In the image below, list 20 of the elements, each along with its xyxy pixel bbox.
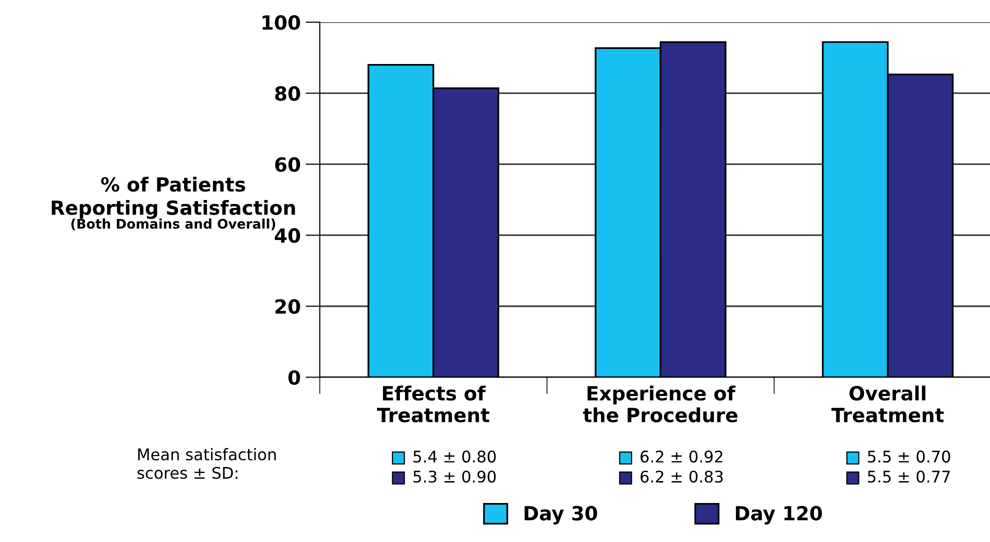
y-tick-label: 60 [275, 157, 300, 172]
text: 5.3 ± 0.90 [414, 470, 496, 483]
legend-label: Day 120 [736, 506, 822, 524]
y-tick-label: 0 [288, 370, 300, 385]
x-tick-label: Effects of Treatment [377, 386, 490, 422]
y-axis-title: % of Patients Reporting Satisfaction [52, 176, 295, 219]
y-tick-label: 100 [262, 15, 300, 30]
y-tick-label: 40 [274, 228, 300, 243]
text: 5.4 ± 0.80 [414, 450, 496, 463]
legend-label: Day 30 [524, 506, 598, 524]
x-tick-label: Overall Treatment [831, 386, 944, 422]
x-tick-label: Experience of the Procedure [583, 386, 738, 422]
text: 5.5 ± 0.77 [868, 470, 950, 483]
y-tick-label: 20 [276, 299, 300, 314]
text: (Both Domains and Overall) [71, 218, 276, 230]
text: 6.2 ± 0.92 [640, 450, 722, 463]
text: Mean satisfaction scores ± SD: [137, 448, 276, 479]
y-tick-label: 80 [275, 86, 300, 101]
text: 6.2 ± 0.83 [640, 470, 723, 483]
text: 5.5 ± 0.70 [868, 450, 950, 463]
